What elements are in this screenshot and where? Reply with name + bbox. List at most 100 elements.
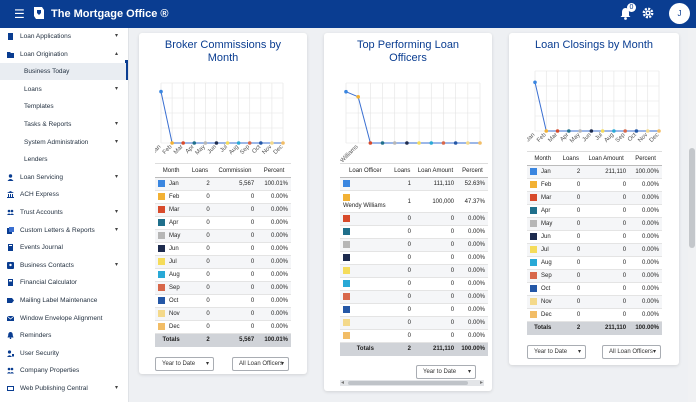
data-point[interactable]: [634, 129, 639, 133]
data-point[interactable]: [441, 141, 446, 145]
scrollbar-thumb[interactable]: [689, 148, 695, 248]
sidebar-item-business-contacts[interactable]: Business Contacts ▾: [0, 257, 126, 274]
data-point[interactable]: [392, 141, 397, 145]
sidebar-item-label: Loan Origination: [20, 50, 68, 58]
officer-cell: [340, 212, 391, 226]
table-row: Dec 0 0 0.00%: [155, 320, 291, 334]
column-header[interactable]: Loans: [187, 163, 213, 178]
data-point[interactable]: [214, 141, 219, 145]
table-cell: 0: [187, 242, 213, 256]
data-point[interactable]: [645, 129, 650, 133]
data-point[interactable]: [368, 141, 373, 145]
sidebar-item-loans[interactable]: Loans ▾: [0, 81, 126, 98]
hamburger-menu-icon[interactable]: ☰: [14, 7, 25, 21]
data-point[interactable]: [612, 129, 616, 133]
data-point[interactable]: [203, 141, 208, 145]
column-header[interactable]: Commission: [212, 163, 258, 178]
column-header[interactable]: Loan Officer: [340, 163, 391, 178]
sidebar-item-templates[interactable]: Templates: [0, 98, 126, 115]
data-point[interactable]: [405, 141, 409, 145]
sidebar-item-tasks-reports[interactable]: Tasks & Reports ▾: [0, 116, 126, 133]
table-cell: 0: [413, 290, 458, 304]
sidebar-item-financial-calculator[interactable]: Financial Calculator: [0, 274, 126, 291]
sidebar-item-loan-servicing[interactable]: Loan Servicing ▾: [0, 169, 126, 186]
loan-officer-select[interactable]: All Loan Officers ▾: [602, 345, 661, 359]
data-point[interactable]: [478, 141, 482, 145]
column-header[interactable]: Percent: [257, 163, 291, 178]
table-row: 0 0 0.00%: [340, 238, 488, 252]
sidebar-item-custom-letters-reports[interactable]: Custom Letters & Reports ▾: [0, 222, 126, 239]
data-point[interactable]: [429, 141, 434, 145]
table-cell: 0: [187, 203, 213, 217]
column-header[interactable]: Loans: [390, 163, 414, 178]
sidebar-item-loan-origination[interactable]: Loan Origination ▴: [0, 46, 126, 63]
period-select[interactable]: Year to Date ▾: [416, 365, 476, 379]
data-point[interactable]: [270, 141, 274, 145]
cell-label: Oct: [541, 286, 551, 293]
data-point[interactable]: [567, 129, 571, 133]
color-swatch: [530, 207, 537, 215]
contacts-icon: [7, 261, 14, 269]
sidebar-item-ach-express[interactable]: ACH Express: [0, 186, 126, 203]
sidebar-item-window-envelope-alignment[interactable]: Window Envelope Alignment: [0, 310, 126, 327]
column-header[interactable]: Month: [155, 163, 188, 178]
scroll-left-icon[interactable]: ◂: [341, 380, 345, 386]
data-point[interactable]: [344, 89, 348, 94]
data-point[interactable]: [466, 141, 470, 145]
table-cell: 5,567: [212, 177, 258, 191]
settings-gear-icon[interactable]: [642, 7, 654, 19]
sidebar-item-trust-accounts[interactable]: Trust Accounts ▾: [0, 204, 126, 221]
data-point[interactable]: [259, 141, 263, 145]
period-select[interactable]: Year to Date ▾: [155, 357, 214, 371]
sidebar-item-mailing-label-maintenance[interactable]: Mailing Label Maintenance: [0, 292, 126, 309]
sidebar-item-reminders[interactable]: Reminders: [0, 327, 126, 344]
data-point[interactable]: [281, 141, 285, 145]
data-point[interactable]: [600, 129, 605, 133]
column-header[interactable]: Loans: [558, 151, 584, 166]
sidebar-item-web-publishing-central[interactable]: Web Publishing Central ▾: [0, 380, 126, 397]
data-point[interactable]: [453, 141, 458, 145]
scrollbar-thumb[interactable]: [348, 381, 468, 385]
table-row: Wendy Williams 1 100,000 47.37%: [340, 190, 488, 213]
data-point[interactable]: [544, 129, 549, 133]
color-swatch: [343, 332, 350, 340]
period-select[interactable]: Year to Date ▾: [527, 345, 586, 359]
page-vertical-scrollbar[interactable]: [688, 28, 696, 402]
data-point[interactable]: [247, 141, 252, 145]
data-point[interactable]: [192, 141, 197, 145]
table-cell: 0: [212, 281, 258, 295]
users-icon: [7, 209, 14, 215]
sidebar-item-business-today[interactable]: Business Today: [0, 63, 126, 81]
data-point[interactable]: [623, 129, 627, 133]
data-point[interactable]: [356, 95, 360, 99]
sidebar-item-lenders[interactable]: Lenders: [0, 151, 126, 168]
data-point[interactable]: [225, 141, 230, 145]
scroll-right-icon[interactable]: ▸: [479, 380, 483, 386]
sidebar-item-user-security[interactable]: User Security: [0, 345, 126, 362]
table-horizontal-scrollbar[interactable]: ◂ ▸: [340, 380, 484, 386]
data-point[interactable]: [170, 141, 174, 145]
data-point[interactable]: [657, 129, 661, 133]
data-point[interactable]: [159, 89, 163, 94]
column-header[interactable]: Percent: [457, 163, 488, 178]
data-point[interactable]: [181, 141, 185, 145]
loan-officer-select[interactable]: All Loan Officers ▾: [232, 357, 289, 371]
sidebar-item-events-journal[interactable]: Events Journal: [0, 239, 126, 256]
data-point[interactable]: [589, 129, 594, 133]
data-point[interactable]: [380, 141, 385, 145]
column-header[interactable]: Percent: [629, 151, 662, 166]
sidebar-item-system-administration[interactable]: System Administration ▾: [0, 134, 126, 151]
data-point[interactable]: [578, 129, 582, 133]
column-header[interactable]: Loan Amount: [583, 151, 630, 166]
data-point[interactable]: [236, 141, 241, 145]
column-header[interactable]: Month: [527, 151, 559, 166]
data-point[interactable]: [417, 141, 421, 145]
column-header[interactable]: Loan Amount: [413, 163, 458, 178]
user-avatar[interactable]: J: [669, 3, 690, 24]
month-cell: Nov: [527, 295, 559, 309]
data-point[interactable]: [533, 80, 537, 85]
sidebar-item-loan-applications[interactable]: Loan Applications ▾: [0, 28, 126, 45]
cell-label: May: [169, 233, 181, 240]
sidebar-item-company-properties[interactable]: Company Properties: [0, 362, 126, 379]
data-point[interactable]: [555, 129, 560, 133]
